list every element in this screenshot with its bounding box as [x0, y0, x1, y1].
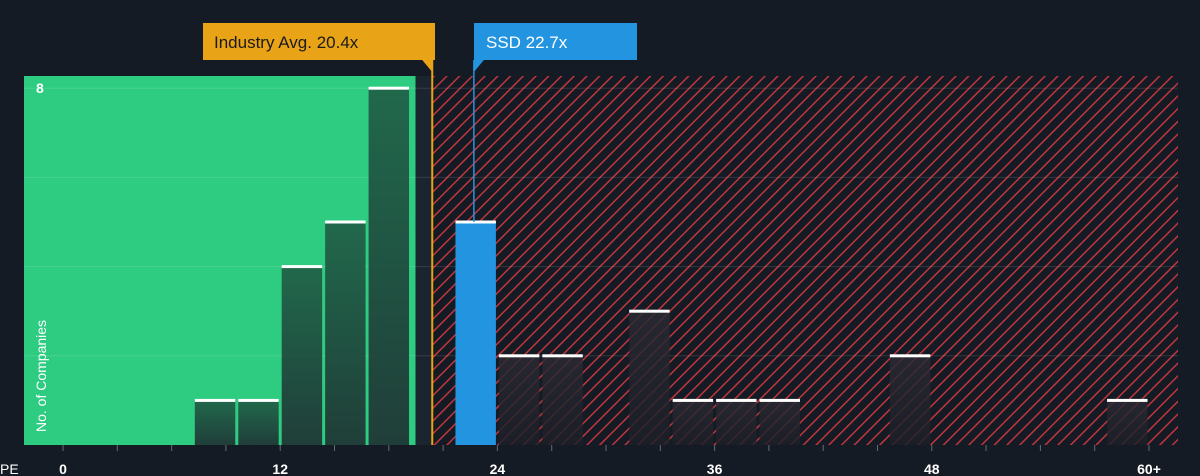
industry-avg-label: Industry Avg. 20.4x [214, 33, 359, 52]
histogram-bar-cap-4 [325, 220, 366, 224]
y-tick-label-8: 8 [36, 80, 44, 96]
company-callout-box [474, 23, 637, 60]
histogram-bar-6 [455, 222, 496, 445]
axes-layer: PE No. of Companies 0 12 24 36 48 60+ 8 [0, 80, 1161, 476]
histogram-bar-3 [281, 266, 323, 445]
callouts-layer: Industry Avg. 20.4x SSD 22.7x [203, 23, 637, 60]
bars-layer [194, 86, 1148, 445]
x-tick-label-24: 24 [490, 461, 506, 476]
histogram-bar-13 [889, 355, 931, 445]
histogram-bar-9 [629, 311, 670, 445]
x-axis-title: PE [0, 461, 19, 476]
x-tick-label-48: 48 [924, 461, 940, 476]
histogram-bar-cap-7 [498, 354, 540, 358]
histogram-bar-cap-1 [194, 398, 236, 402]
histogram-bar-cap-6 [455, 220, 496, 224]
histogram-bar-5 [368, 88, 410, 445]
zone-layer [24, 76, 1178, 445]
histogram-bar-cap-2 [238, 398, 279, 402]
histogram-bar-cap-10 [672, 398, 714, 402]
histogram-bar-cap-5 [368, 86, 410, 90]
industry-avg-pointer [422, 60, 433, 72]
histogram-bar-11 [716, 400, 757, 445]
histogram-bar-4 [325, 222, 366, 445]
histogram-bar-cap-13 [889, 354, 931, 358]
histogram-bar-cap-3 [281, 265, 323, 269]
x-tick-label-0: 0 [59, 461, 67, 476]
histogram-bar-cap-8 [542, 354, 583, 358]
x-tick-label-60+: 60+ [1137, 461, 1161, 476]
company-callout: SSD 22.7x [474, 23, 637, 60]
markers-layer [422, 60, 484, 445]
histogram-bar-2 [238, 400, 279, 445]
industry-avg-callout-box [203, 23, 435, 60]
histogram-bar-cap-11 [716, 398, 757, 402]
grid-layer [24, 87, 1178, 357]
gap-zone [415, 76, 433, 445]
histogram-bar-12 [759, 400, 800, 445]
x-tick-label-12: 12 [272, 461, 288, 476]
histogram-bar-cap-9 [629, 309, 670, 313]
histogram-bar-cap-14 [1107, 398, 1148, 402]
histogram-bar-cap-12 [759, 398, 800, 402]
y-axis-title: No. of Companies [33, 320, 49, 432]
histogram-bar-7 [498, 355, 540, 445]
histogram-bar-14 [1107, 400, 1148, 445]
histogram-bar-1 [194, 400, 236, 445]
x-tick-label-36: 36 [707, 461, 723, 476]
company-pointer [473, 60, 484, 72]
histogram-bar-10 [672, 400, 714, 445]
histogram-bar-8 [542, 355, 583, 445]
company-label: SSD 22.7x [486, 33, 568, 52]
industry-avg-callout: Industry Avg. 20.4x [203, 23, 435, 60]
